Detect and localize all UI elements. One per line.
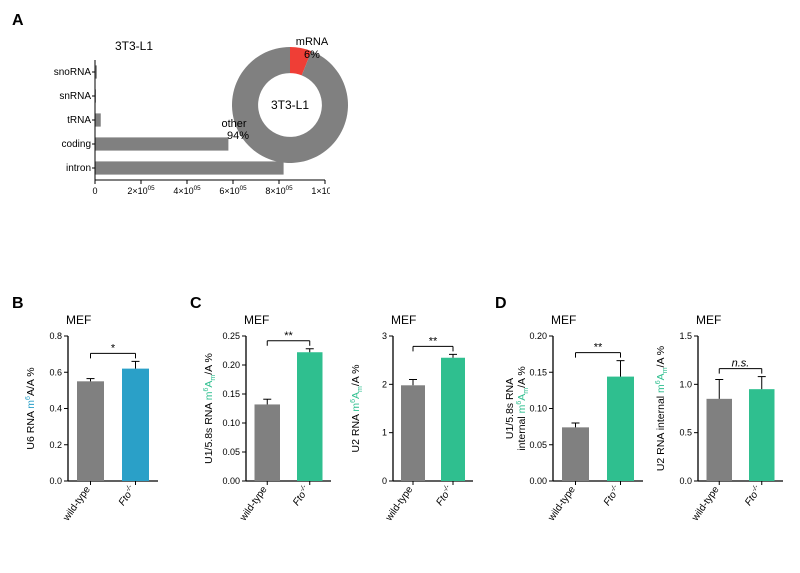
svg-text:3T3-L1: 3T3-L1: [115, 39, 153, 53]
svg-text:**: **: [594, 342, 603, 354]
svg-text:0: 0: [382, 476, 387, 486]
svg-text:0.8: 0.8: [49, 331, 62, 341]
panel-letter-a: A: [12, 12, 24, 30]
svg-text:**: **: [429, 335, 438, 347]
svg-text:0: 0: [92, 186, 97, 196]
svg-text:wild-type: wild-type: [689, 484, 721, 524]
svg-text:Fto-/-: Fto-/-: [434, 483, 456, 508]
svg-text:MEF: MEF: [551, 313, 576, 327]
svg-text:wild-type: wild-type: [383, 484, 415, 524]
panel-a-donut: 3T3-L1 mRNA6% other94%: [205, 15, 375, 185]
svg-text:0.15: 0.15: [529, 367, 547, 377]
svg-text:6×1005: 6×1005: [219, 185, 247, 196]
svg-text:0.2: 0.2: [49, 440, 62, 450]
svg-text:2: 2: [382, 379, 387, 389]
svg-text:U1/5.8s RNA m6Am/A %: U1/5.8s RNA m6Am/A %: [203, 353, 217, 464]
svg-text:wild-type: wild-type: [237, 484, 269, 524]
svg-text:tRNA: tRNA: [67, 115, 91, 126]
svg-text:0.00: 0.00: [529, 476, 547, 486]
svg-text:0.20: 0.20: [222, 360, 240, 370]
svg-text:MEF: MEF: [66, 313, 91, 327]
svg-text:3: 3: [382, 331, 387, 341]
svg-text:3T3-L1: 3T3-L1: [271, 98, 309, 112]
panel-c-left-chart: MEF 0.00 0.05 0.10 0.15 0.20 0.25 ** wild-type Ft…: [198, 308, 343, 558]
svg-text:0.10: 0.10: [529, 404, 547, 414]
svg-text:snRNA: snRNA: [59, 91, 91, 102]
svg-text:0.15: 0.15: [222, 389, 240, 399]
svg-text:8×1005: 8×1005: [265, 185, 293, 196]
svg-text:1: 1: [382, 428, 387, 438]
svg-text:MEF: MEF: [696, 313, 721, 327]
svg-text:coding: coding: [62, 139, 91, 150]
svg-text:snoRNA: snoRNA: [54, 67, 92, 78]
svg-text:Fto-/-: Fto-/-: [742, 483, 764, 508]
panel-d-right-chart: MEF 0.0 0.5 1.0 1.5 n.s. wild-type Fto-/- U2 RNA…: [650, 308, 795, 558]
svg-text:MEF: MEF: [244, 313, 269, 327]
svg-text:0.00: 0.00: [222, 476, 240, 486]
svg-text:0.10: 0.10: [222, 418, 240, 428]
svg-text:4×1005: 4×1005: [173, 185, 201, 196]
svg-text:0.6: 0.6: [49, 367, 62, 377]
svg-text:mRNA: mRNA: [296, 36, 329, 48]
svg-text:0.4: 0.4: [49, 404, 62, 414]
panel-d-left-chart: MEF 0.00 0.05 0.10 0.15 0.20 ** wild-type Fto-/-…: [505, 308, 655, 558]
svg-text:U2 RNA m6Am/A %: U2 RNA m6Am/A %: [350, 365, 364, 453]
svg-text:2×1005: 2×1005: [127, 185, 155, 196]
svg-text:U6 RNA m6A/A %: U6 RNA m6A/A %: [25, 367, 37, 449]
svg-text:wild-type: wild-type: [61, 484, 93, 524]
svg-text:1.5: 1.5: [679, 331, 692, 341]
svg-text:U2 RNA internal m6Am/A %: U2 RNA internal m6Am/A %: [655, 346, 669, 471]
svg-text:0.20: 0.20: [529, 331, 547, 341]
svg-text:**: **: [284, 330, 293, 342]
svg-text:0.5: 0.5: [679, 428, 692, 438]
svg-text:6%: 6%: [304, 49, 320, 61]
svg-text:0.05: 0.05: [222, 447, 240, 457]
svg-text:0.05: 0.05: [529, 440, 547, 450]
panel-b-chart: MEF 0.0 0.2 0.4 0.6 0.8 * wild-type Fto-/- U6 RNA…: [20, 308, 170, 558]
svg-text:0.0: 0.0: [679, 476, 692, 486]
svg-text:other: other: [221, 118, 246, 130]
svg-text:*: *: [111, 342, 116, 354]
svg-text:0.0: 0.0: [49, 476, 62, 486]
svg-text:Fto-/-: Fto-/-: [601, 483, 623, 508]
svg-text:MEF: MEF: [391, 313, 416, 327]
svg-text:n.s.: n.s.: [732, 358, 750, 370]
svg-text:0.25: 0.25: [222, 331, 240, 341]
svg-text:U1/5.8s RNAinternal m6Am/A %: U1/5.8s RNAinternal m6Am/A %: [505, 366, 530, 450]
svg-text:intron: intron: [66, 163, 91, 174]
svg-text:wild-type: wild-type: [546, 484, 578, 524]
svg-text:Fto-/-: Fto-/-: [290, 483, 312, 508]
svg-text:94%: 94%: [227, 130, 249, 142]
panel-c-right-chart: MEF 0 1 2 3 ** wild-type Fto-/- U2 RNA m6Am/A %: [345, 308, 485, 558]
svg-text:1.0: 1.0: [679, 379, 692, 389]
svg-text:1×1006: 1×1006: [311, 185, 330, 196]
svg-text:Fto-/-: Fto-/-: [116, 483, 138, 508]
